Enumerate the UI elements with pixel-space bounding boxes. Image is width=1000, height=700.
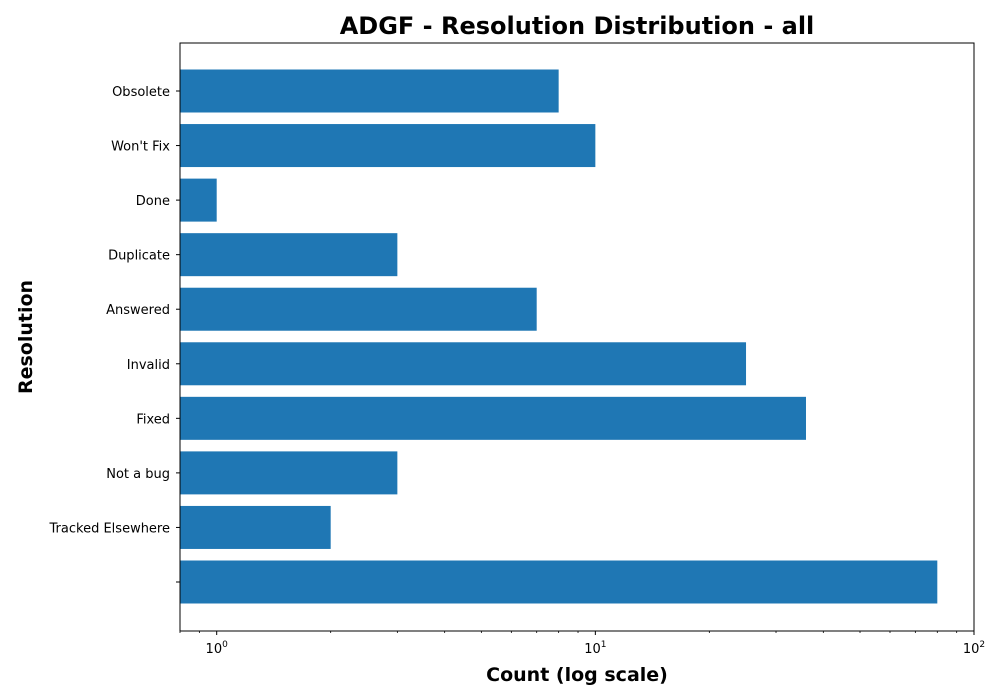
y-tick-label: Invalid bbox=[127, 358, 170, 373]
y-tick-label: Fixed bbox=[136, 412, 170, 427]
bar-won-t-fix bbox=[180, 124, 596, 168]
y-tick-label: Done bbox=[136, 194, 170, 209]
bar-obsolete bbox=[180, 69, 559, 113]
x-ticks-group: 100 101 102 bbox=[179, 631, 985, 657]
x-axis-label: Count (log scale) bbox=[486, 664, 668, 686]
y-tick-label: Obsolete bbox=[112, 85, 170, 100]
x-tick-label: 102 bbox=[963, 640, 985, 657]
bar-unlabeled bbox=[180, 560, 938, 604]
y-axis-label: Resolution bbox=[15, 280, 37, 394]
x-tick-label: 101 bbox=[584, 640, 606, 657]
bars-group bbox=[180, 69, 938, 604]
bar-invalid bbox=[180, 342, 747, 386]
y-tick-label: Won't Fix bbox=[111, 140, 170, 155]
y-ticks-group: Tracked Elsewhere Not a bug Fixed Invalid An… bbox=[49, 85, 180, 583]
x-tick-label: 100 bbox=[206, 640, 229, 657]
plot-frame bbox=[179, 42, 975, 632]
bar-fixed bbox=[180, 396, 806, 440]
y-tick-label: Duplicate bbox=[108, 249, 170, 264]
bar-done bbox=[180, 178, 217, 222]
bar-duplicate bbox=[180, 233, 398, 277]
y-tick-label: Not a bug bbox=[106, 467, 170, 482]
bar-answered bbox=[180, 287, 537, 331]
y-tick-label: Tracked Elsewhere bbox=[49, 521, 170, 536]
bar-not-a-bug bbox=[180, 451, 398, 495]
bar-tracked-elsewhere bbox=[180, 505, 331, 549]
chart-title: ADGF - Resolution Distribution - all bbox=[340, 12, 815, 40]
y-tick-label: Answered bbox=[106, 303, 170, 318]
